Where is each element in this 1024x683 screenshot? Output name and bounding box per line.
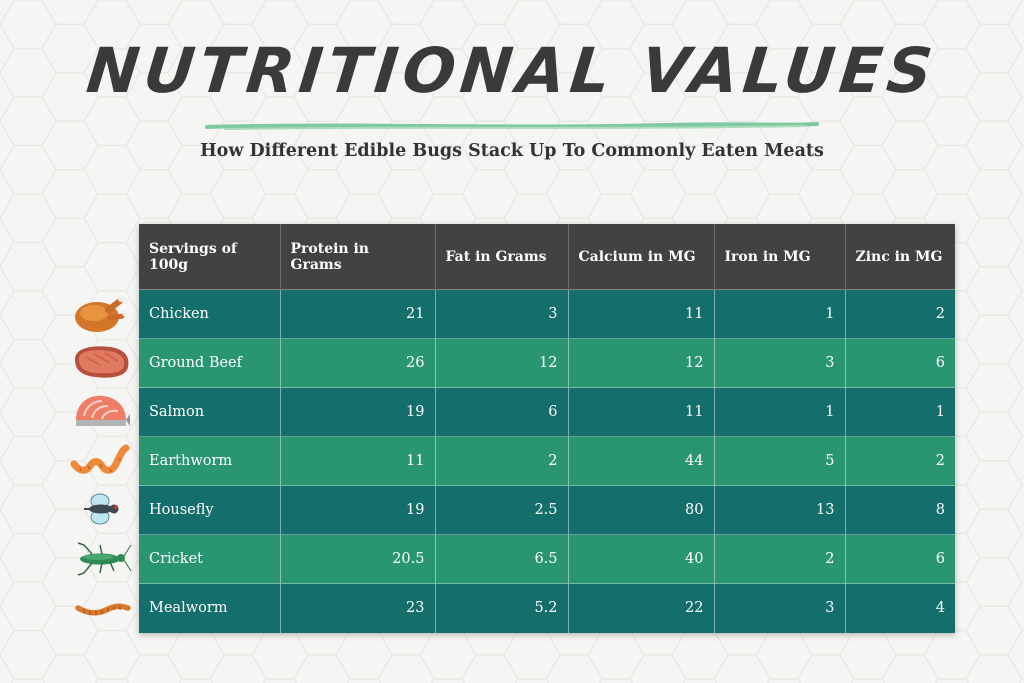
table-cell: 6.5 [435, 534, 569, 584]
table-cell: 6 [845, 534, 955, 584]
table-cell: 11 [568, 387, 715, 437]
table-cell: 6 [845, 338, 955, 388]
table-cell: 2 [845, 289, 955, 339]
table-cell: 11 [568, 289, 715, 339]
table-cell: 3 [435, 289, 569, 339]
cricket-icon [70, 537, 132, 581]
table-cell: 4 [845, 583, 955, 633]
table-cell: 2 [435, 436, 569, 486]
table-row: Earthworm 11 2 44 5 2 [139, 436, 955, 486]
table-cell: 2 [845, 436, 955, 486]
table-cell: 19 [280, 387, 436, 437]
table-cell: 26 [280, 338, 436, 388]
table-cell: 1 [845, 387, 955, 437]
table-cell: 22 [568, 583, 715, 633]
row-label: Mealworm [139, 583, 281, 633]
chicken-icon [70, 292, 132, 336]
column-header: Iron in MG [714, 224, 846, 290]
table-cell: 19 [280, 485, 436, 535]
table-cell: 2 [714, 534, 846, 584]
row-label: Earthworm [139, 436, 281, 486]
table-cell: 5.2 [435, 583, 569, 633]
table-row: Housefly 19 2.5 80 13 8 [139, 485, 955, 535]
nutrition-table: Servings of 100g Protein in Grams Fat in… [139, 224, 955, 633]
table-cell: 3 [714, 338, 846, 388]
column-header: Servings of 100g [139, 224, 281, 290]
page-subtitle: How Different Edible Bugs Stack Up To Co… [200, 141, 824, 161]
table-cell: 21 [280, 289, 436, 339]
table-cell: 1 [714, 387, 846, 437]
column-header: Calcium in MG [568, 224, 715, 290]
table-header-row: Servings of 100g Protein in Grams Fat in… [139, 224, 955, 290]
table-cell: 12 [435, 338, 569, 388]
table-row: Mealworm 23 5.2 22 3 4 [139, 583, 955, 633]
row-label: Ground Beef [139, 338, 281, 388]
table-cell: 20.5 [280, 534, 436, 584]
table-cell: 80 [568, 485, 715, 535]
table-cell: 3 [714, 583, 846, 633]
mealworm-icon [70, 586, 132, 630]
salmon-icon [70, 388, 132, 432]
title-underline [205, 122, 819, 130]
row-label: Housefly [139, 485, 281, 535]
table-cell: 1 [714, 289, 846, 339]
earthworm-icon [70, 438, 132, 482]
column-header: Fat in Grams [435, 224, 569, 290]
column-header: Protein in Grams [280, 224, 436, 290]
table-cell: 5 [714, 436, 846, 486]
table-row: Ground Beef 26 12 12 3 6 [139, 338, 955, 388]
row-label: Salmon [139, 387, 281, 437]
table-cell: 6 [435, 387, 569, 437]
row-label: Cricket [139, 534, 281, 584]
column-header: Zinc in MG [845, 224, 955, 290]
table-cell: 12 [568, 338, 715, 388]
table-row: Cricket 20.5 6.5 40 2 6 [139, 534, 955, 584]
row-label: Chicken [139, 289, 281, 339]
table-row: Chicken 21 3 11 1 2 [139, 289, 955, 339]
table-cell: 44 [568, 436, 715, 486]
table-cell: 40 [568, 534, 715, 584]
table-cell: 2.5 [435, 485, 569, 535]
steak-icon [70, 339, 132, 383]
table-cell: 13 [714, 485, 846, 535]
page-title: NUTRITIONAL VALUES [83, 34, 941, 107]
table-cell: 23 [280, 583, 436, 633]
table-row: Salmon 19 6 11 1 1 [139, 387, 955, 437]
housefly-icon [70, 487, 132, 531]
table-cell: 11 [280, 436, 436, 486]
table-cell: 8 [845, 485, 955, 535]
